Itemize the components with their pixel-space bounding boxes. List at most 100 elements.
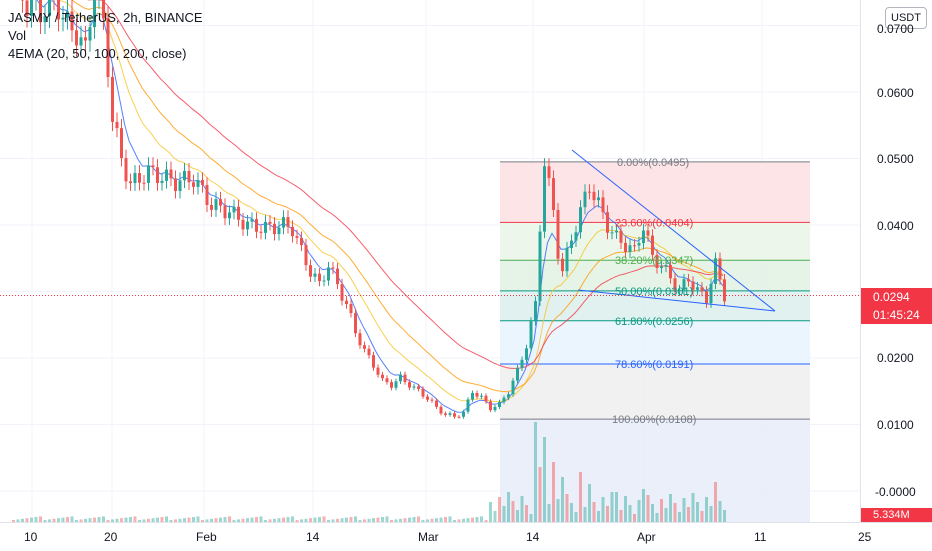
time-axis[interactable]: 10 20 Feb 14 Mar 14 Apr 11 25	[0, 522, 932, 551]
candle-body	[129, 181, 132, 183]
candle-body	[291, 227, 294, 236]
volume-bar	[642, 489, 645, 522]
candle-body	[350, 304, 353, 313]
candle-body	[575, 232, 578, 240]
price-label: 0.0600	[877, 86, 914, 100]
volume-bar	[665, 508, 668, 522]
candle-body	[156, 167, 159, 183]
candle-body	[467, 400, 470, 412]
symbol-title[interactable]: JASMY / TetherUS, 2h, BINANCE	[8, 9, 203, 27]
volume-bar	[561, 477, 564, 522]
volume-bar	[629, 505, 632, 522]
volume-bar	[683, 498, 686, 522]
time-label: 14	[306, 530, 319, 544]
volume-bar	[507, 492, 510, 522]
candle-body	[395, 381, 398, 387]
candle-body	[642, 231, 645, 244]
volume-bar	[651, 504, 654, 522]
candle-body	[512, 381, 515, 395]
candle-body	[579, 207, 582, 232]
candle-body	[516, 368, 519, 381]
volume-indicator-label[interactable]: Vol	[8, 27, 203, 45]
candle-body	[318, 274, 321, 282]
candle-body	[462, 412, 465, 417]
candle-body	[332, 267, 335, 268]
candle-body	[471, 393, 474, 400]
ema-indicator-label[interactable]: 4EMA (20, 50, 100, 200, close)	[8, 45, 203, 63]
volume-bar	[516, 510, 519, 522]
candle-body	[359, 333, 362, 345]
candle-body	[188, 171, 191, 182]
candle-body	[507, 394, 510, 398]
fib-zone	[500, 419, 810, 522]
candle-body	[543, 166, 546, 231]
candle-body	[705, 291, 708, 303]
candle-body	[521, 360, 524, 368]
price-axis[interactable]: USDT 0.0700 0.0600 0.0500 0.0400 0.0200 …	[860, 0, 932, 522]
time-label: Apr	[637, 530, 656, 544]
candle-body	[476, 393, 479, 397]
fib-level-label: 61.80%(0.0256)	[615, 316, 693, 328]
fib-level-label: 50.00%(0.0301)	[615, 286, 693, 298]
candle-body	[201, 180, 204, 185]
time-label: 10	[24, 530, 37, 544]
candle-body	[485, 396, 488, 402]
price-label: 0.0200	[877, 351, 914, 365]
volume-bar	[660, 499, 663, 522]
candle-body	[399, 375, 402, 382]
candle-body	[593, 192, 596, 200]
volume-badge: 5.334M	[861, 508, 932, 522]
candle-body	[372, 355, 375, 367]
volume-bar	[548, 504, 551, 522]
candle-body	[260, 232, 263, 233]
candle-body	[183, 171, 186, 180]
volume-bar	[512, 501, 515, 522]
candle-body	[206, 185, 209, 205]
candle-body	[197, 180, 200, 187]
price-chart[interactable]: 0.00%(0.0495)23.60%(0.0404)38.20%(0.0347…	[0, 0, 860, 522]
last-price-value: 0.0294	[861, 288, 932, 306]
candle-body	[300, 238, 303, 245]
volume-bar	[714, 482, 717, 522]
candle-body	[525, 348, 528, 359]
candle-body	[309, 265, 312, 277]
candle-body	[422, 389, 425, 397]
bar-countdown: 01:45:24	[861, 306, 932, 324]
candle-body	[588, 192, 591, 193]
candle-body	[314, 274, 317, 277]
candle-body	[120, 128, 123, 158]
candle-body	[633, 245, 636, 246]
candle-body	[138, 173, 141, 183]
candle-body	[489, 401, 492, 410]
candle-body	[404, 375, 407, 382]
candle-body	[287, 217, 290, 227]
fib-level-label: 23.60%(0.0404)	[615, 217, 693, 229]
candle-body	[233, 207, 236, 213]
volume-bar	[588, 484, 591, 522]
volume-bar	[566, 494, 569, 522]
candle-body	[242, 220, 245, 230]
candle-body	[534, 301, 537, 321]
volume-bar	[543, 437, 546, 522]
candle-body	[296, 236, 299, 238]
fib-level-label: 38.20%(0.0347)	[615, 255, 693, 267]
volume-bar	[579, 472, 582, 522]
price-label: 0.0700	[877, 22, 914, 36]
candle-body	[557, 210, 560, 259]
candle-body	[651, 236, 654, 255]
candle-body	[552, 178, 555, 210]
volume-bar	[503, 506, 506, 522]
candle-body	[152, 165, 155, 167]
candle-body	[444, 413, 447, 414]
candle-body	[143, 183, 146, 184]
candle-body	[282, 217, 285, 228]
volume-bar	[674, 503, 677, 522]
candle-body	[327, 267, 330, 280]
candle-body	[165, 170, 168, 181]
candle-body	[192, 182, 195, 187]
candle-body	[264, 222, 267, 233]
time-label: 14	[526, 530, 539, 544]
candle-body	[179, 180, 182, 191]
candle-body	[224, 206, 227, 219]
candle-body	[305, 245, 308, 265]
